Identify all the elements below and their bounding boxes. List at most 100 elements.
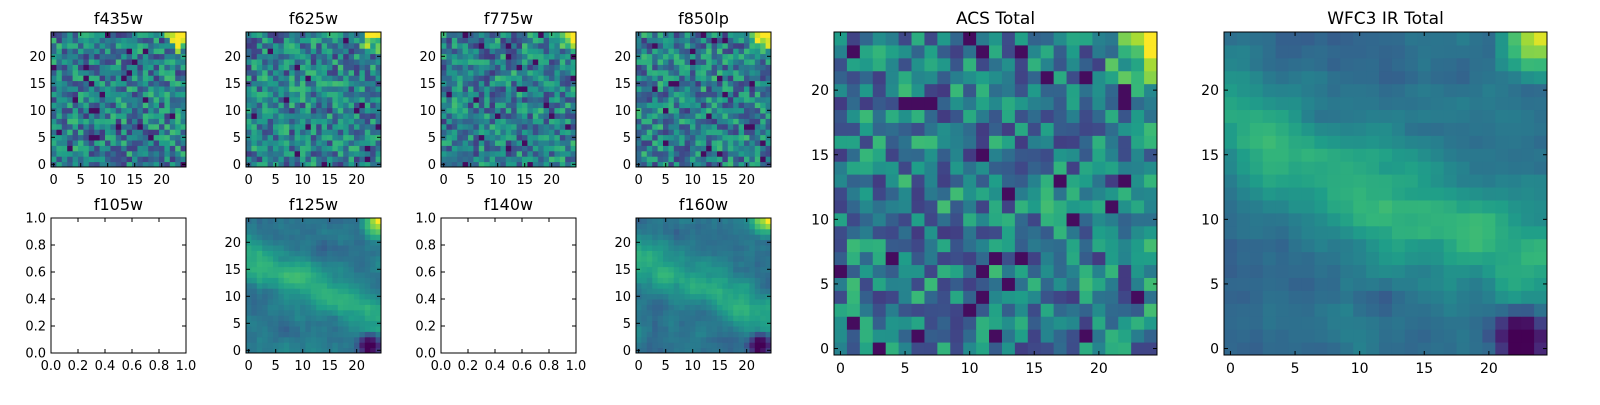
heatmap-cell xyxy=(760,135,766,141)
x-tick-label: 0.4 xyxy=(485,359,506,374)
heatmap-cell xyxy=(1041,226,1054,239)
heatmap-cell xyxy=(311,337,317,343)
heatmap-cell xyxy=(349,151,355,157)
heatmap-cell xyxy=(159,145,165,151)
heatmap-cell xyxy=(695,331,701,337)
heatmap-cell xyxy=(322,267,328,273)
heatmap-cell xyxy=(343,37,349,43)
heatmap-cell xyxy=(652,218,658,224)
heatmap-cell xyxy=(1405,342,1418,355)
heatmap-cell xyxy=(685,234,691,240)
heatmap-cell xyxy=(527,151,533,157)
heatmap-cell xyxy=(912,71,925,84)
heatmap-cell xyxy=(56,108,62,114)
heatmap-cell xyxy=(94,59,100,65)
heatmap-cell xyxy=(1457,252,1470,265)
heatmap-cell xyxy=(121,70,127,76)
heatmap-cell xyxy=(51,59,57,65)
heatmap-cell xyxy=(695,156,701,162)
heatmap-cell xyxy=(251,140,257,146)
heatmap-cell xyxy=(1067,135,1080,148)
heatmap-cell xyxy=(327,43,333,49)
heatmap-cell xyxy=(1144,316,1157,329)
heatmap-cell xyxy=(668,43,674,49)
heatmap-cell xyxy=(668,245,674,251)
heatmap-cell xyxy=(94,54,100,60)
heatmap-cell xyxy=(695,218,701,224)
heatmap-cell xyxy=(544,32,550,38)
heatmap-cell xyxy=(452,102,458,108)
heatmap-cell xyxy=(246,283,252,289)
heatmap-cell xyxy=(722,86,728,92)
heatmap-cell xyxy=(1444,265,1457,278)
heatmap-cell xyxy=(1054,239,1067,252)
x-tick-label: 10 xyxy=(99,173,116,188)
x-tick-label: 0.4 xyxy=(95,359,116,374)
heatmap-cell xyxy=(105,140,111,146)
y-tick-label: 5 xyxy=(428,131,436,146)
heatmap-cell xyxy=(695,267,701,273)
heatmap-cell xyxy=(262,145,268,151)
heatmap-cell xyxy=(257,124,263,130)
heatmap-cell xyxy=(251,145,257,151)
heatmap-cell xyxy=(1418,277,1431,290)
heatmap-cell xyxy=(490,54,496,60)
heatmap-cell xyxy=(739,294,745,300)
heatmap-cell xyxy=(452,75,458,81)
heatmap-cell xyxy=(685,342,691,348)
heatmap-cell xyxy=(1289,329,1302,342)
heatmap-cell xyxy=(67,151,73,157)
heatmap-cell xyxy=(1250,303,1263,316)
heatmap-cell xyxy=(873,239,886,252)
heatmap-cell xyxy=(305,304,311,310)
heatmap-cell xyxy=(94,70,100,76)
heatmap-cell xyxy=(565,129,571,135)
heatmap-cell xyxy=(490,140,496,146)
heatmap-cell xyxy=(322,156,328,162)
heatmap-cell xyxy=(834,226,847,239)
heatmap-cell xyxy=(246,140,252,146)
heatmap-cell xyxy=(170,129,176,135)
heatmap-cell xyxy=(62,75,68,81)
heatmap-cell xyxy=(517,32,523,38)
heatmap-cell xyxy=(295,326,301,332)
heatmap-cell xyxy=(251,156,257,162)
heatmap-cell xyxy=(257,283,263,289)
heatmap-cell xyxy=(457,108,463,114)
heatmap-cell xyxy=(963,213,976,226)
heatmap-cell xyxy=(83,91,89,97)
heatmap-cell xyxy=(132,102,138,108)
heatmap-cell xyxy=(1418,239,1431,252)
heatmap-cell xyxy=(755,277,761,283)
heatmap-cell xyxy=(647,229,653,235)
heatmap-cell xyxy=(924,122,937,135)
y-tick-label: 5 xyxy=(623,131,631,146)
heatmap-cell xyxy=(322,86,328,92)
heatmap-cell xyxy=(332,145,338,151)
heatmap-cell xyxy=(1327,277,1340,290)
heatmap-cell xyxy=(674,140,680,146)
heatmap-cell xyxy=(728,70,734,76)
heatmap-cell xyxy=(1340,303,1353,316)
heatmap-cell xyxy=(1105,200,1118,213)
heatmap-cell xyxy=(1302,200,1315,213)
heatmap-cell xyxy=(170,108,176,114)
heatmap-cell xyxy=(674,37,680,43)
heatmap-cell xyxy=(305,331,311,337)
heatmap-cell xyxy=(1366,265,1379,278)
heatmap-cell xyxy=(1067,226,1080,239)
heatmap-cell xyxy=(354,70,360,76)
heatmap-cell xyxy=(159,124,165,130)
heatmap-cell xyxy=(538,124,544,130)
heatmap-cell xyxy=(56,156,62,162)
heatmap-cell xyxy=(300,54,306,60)
heatmap-cell xyxy=(755,304,761,310)
heatmap-cell xyxy=(257,108,263,114)
heatmap-cell xyxy=(354,321,360,327)
heatmap-cell xyxy=(712,310,718,316)
heatmap-cell xyxy=(327,156,333,162)
heatmap-cell xyxy=(937,265,950,278)
heatmap-cell xyxy=(834,122,847,135)
heatmap-cell xyxy=(332,337,338,343)
heatmap-cell xyxy=(706,283,712,289)
